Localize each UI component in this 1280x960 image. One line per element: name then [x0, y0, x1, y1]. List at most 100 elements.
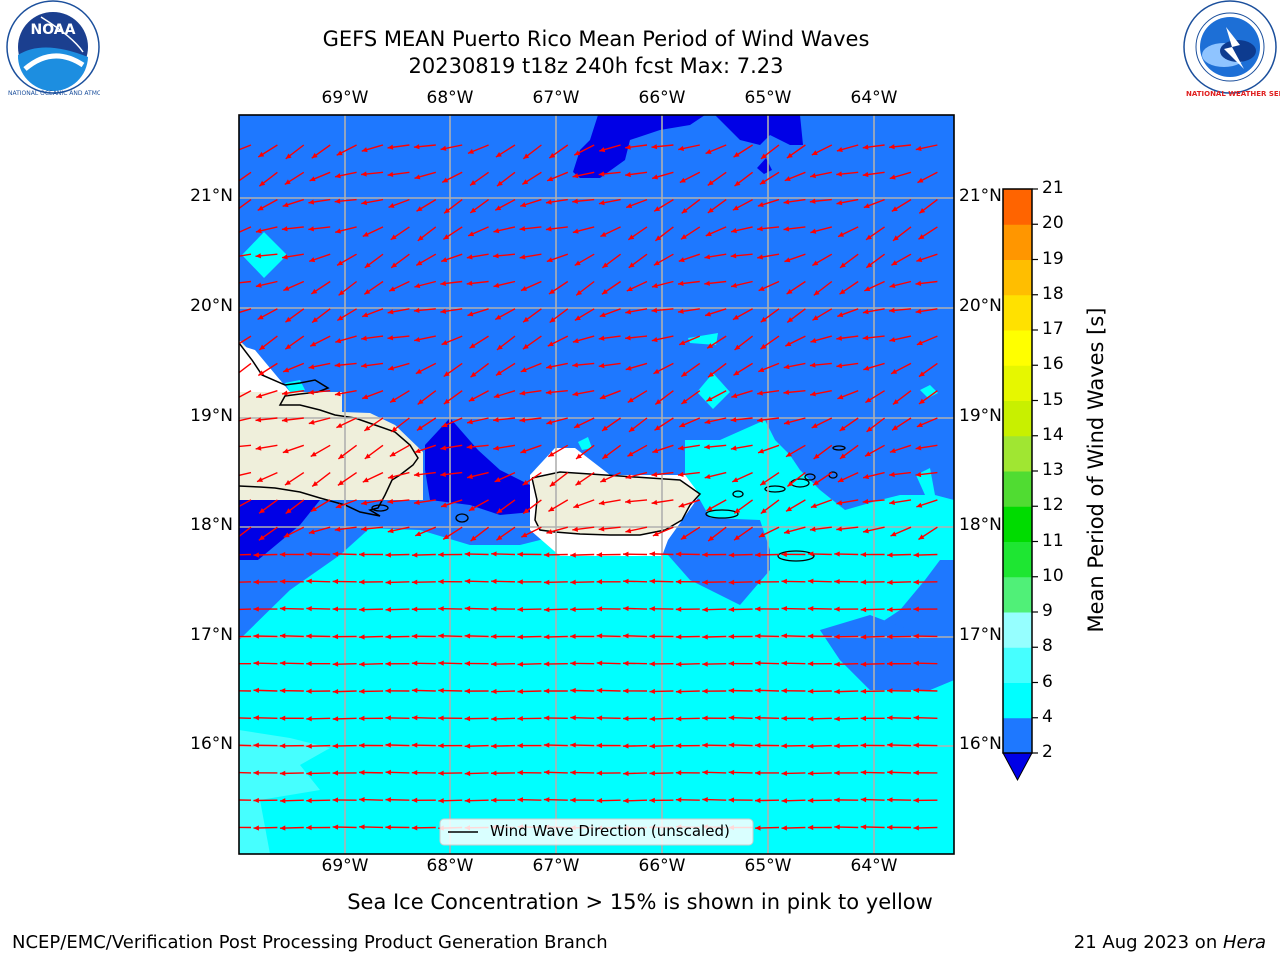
wave-direction-arrowhead: [361, 526, 367, 532]
wave-direction-arrowhead: [649, 578, 655, 584]
wave-direction-arrowhead: [496, 534, 503, 541]
wave-direction-arrowhead: [414, 174, 421, 180]
wave-direction-arrowhead: [732, 205, 739, 211]
wave-direction-arrowhead: [337, 480, 344, 486]
wave-direction-arrowhead: [259, 180, 266, 187]
wave-direction-arrowhead: [866, 262, 873, 268]
wave-direction-arrowhead: [702, 688, 708, 694]
wave-direction-arrowhead: [411, 770, 418, 776]
wave-direction-arrowhead: [309, 257, 316, 263]
wave-direction-arrowhead: [781, 551, 787, 557]
wave-direction-arrowhead: [470, 535, 477, 542]
wave-direction-arrowhead: [227, 580, 232, 585]
wave-direction-arrowhead: [361, 335, 367, 341]
wave-direction-arrowhead: [253, 660, 259, 666]
wave-direction-arrowhead: [755, 633, 761, 639]
colorbar-tick-label: 19: [1042, 248, 1064, 269]
wave-direction-arrowhead: [755, 715, 761, 721]
wave-direction-arrowhead: [385, 742, 392, 748]
wave-direction-arrowhead: [495, 205, 502, 211]
wave-direction-arrowhead: [464, 716, 471, 722]
wave-direction-arrowhead: [652, 531, 659, 537]
colorbar: [1002, 188, 1038, 782]
wave-direction-arrowhead: [891, 368, 898, 374]
wave-direction-arrowhead: [332, 824, 339, 830]
wave-direction-arrowhead: [441, 422, 448, 428]
wave-direction-arrowhead: [361, 171, 367, 177]
wave-direction-arrowhead: [334, 526, 341, 532]
wave-direction-arrowhead: [413, 307, 420, 314]
wave-direction-arrowhead: [496, 344, 503, 350]
wave-direction-arrowhead: [227, 770, 232, 775]
wave-direction-arrowhead: [232, 180, 238, 185]
wave-direction-arrowhead: [438, 687, 444, 694]
wave-direction-arrowhead: [836, 335, 843, 341]
wave-direction-arrowhead: [359, 661, 365, 667]
wave-direction-arrowhead: [285, 508, 292, 514]
wave-direction-arrowhead: [651, 499, 658, 506]
wave-direction-arrowhead: [812, 260, 819, 266]
wave-direction-arrowhead: [915, 445, 922, 451]
wave-direction-arrowhead: [625, 474, 632, 480]
wave-direction-arrowhead: [919, 208, 926, 214]
wave-direction-arrowhead: [283, 367, 290, 373]
lat-label-right-18: 18°N: [959, 515, 1002, 535]
lon-label-bottom-64: 64°W: [850, 856, 898, 876]
wave-direction-arrowhead: [623, 798, 629, 804]
wave-direction-arrowhead: [916, 422, 923, 428]
wave-direction-arrowhead: [599, 147, 606, 153]
wave-direction-arrowhead: [913, 770, 919, 776]
wave-direction-arrowhead: [253, 552, 259, 558]
wave-direction-arrowhead: [807, 606, 814, 612]
wave-direction-arrowhead: [519, 417, 526, 423]
wave-direction-arrowhead: [416, 260, 423, 266]
wave-direction-arrowhead: [359, 824, 365, 830]
wave-direction-arrowhead: [602, 262, 609, 268]
wave-direction-arrowhead: [807, 824, 814, 831]
wave-direction-arrowhead: [860, 551, 867, 558]
wave-direction-arrowhead: [438, 579, 444, 585]
wave-direction-arrowhead: [414, 336, 421, 343]
wave-direction-arrowhead: [733, 152, 740, 158]
wave-direction-arrow: [239, 199, 252, 210]
wave-direction-arrowhead: [705, 149, 712, 154]
wave-direction-arrowhead: [494, 477, 501, 482]
colorbar-tick-label: 20: [1042, 213, 1064, 234]
wave-direction-arrowhead: [889, 337, 896, 343]
wave-direction-arrowhead: [279, 688, 286, 694]
wave-direction-arrowhead: [570, 797, 576, 803]
wave-direction-arrowhead: [649, 688, 655, 695]
wave-direction-arrowhead: [704, 254, 711, 260]
wave-direction-arrowhead: [813, 453, 820, 459]
wave-direction-arrowhead: [651, 283, 658, 289]
wave-direction-arrowhead: [807, 661, 814, 667]
wave-direction-arrowhead: [728, 579, 735, 585]
wave-direction-arrowhead: [574, 260, 581, 266]
colorbar-band: [1003, 224, 1032, 260]
wave-direction-arrow: [239, 253, 252, 257]
wave-direction-arrowhead: [679, 422, 686, 428]
wave-direction-arrowhead: [598, 335, 605, 341]
wave-direction-arrowhead: [916, 257, 923, 262]
colorbar-tick-label: 4: [1042, 706, 1053, 727]
wave-direction-arrowhead: [860, 742, 867, 748]
hispaniola-coast: [239, 342, 419, 517]
wave-direction-arrowhead: [464, 770, 471, 777]
wave-direction-arrow: [239, 144, 252, 151]
wave-direction-arrowhead: [493, 228, 500, 234]
wave-direction-arrowhead: [781, 578, 787, 585]
wave-direction-arrowhead: [596, 742, 603, 749]
wave-direction-arrowhead: [466, 254, 473, 260]
wave-direction-arrowhead: [416, 206, 423, 212]
wave-direction-arrowhead: [332, 797, 339, 803]
wave-direction-arrowhead: [680, 534, 687, 540]
wave-direction-arrowhead: [385, 715, 391, 721]
wave-direction-arrowhead: [543, 769, 550, 775]
wave-direction-arrowhead: [860, 824, 867, 830]
colorbar-tick-label: 18: [1042, 283, 1064, 304]
wave-direction-arrowhead: [863, 528, 869, 534]
colorbar-band: [1003, 506, 1032, 542]
wave-direction-arrowhead: [362, 312, 369, 318]
wave-direction-arrowhead: [570, 687, 576, 694]
wave-direction-arrowhead: [229, 474, 235, 479]
